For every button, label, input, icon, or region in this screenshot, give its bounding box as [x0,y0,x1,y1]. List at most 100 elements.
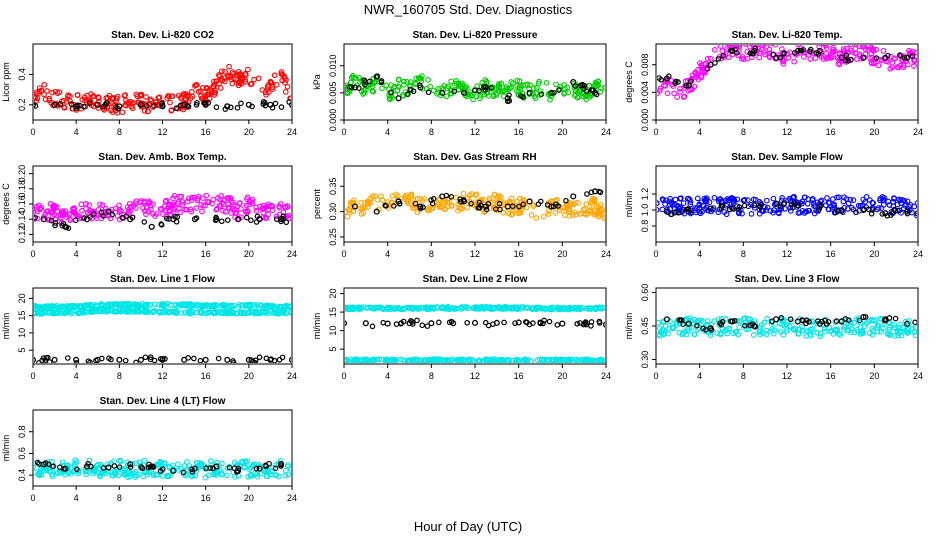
data-point [254,302,261,308]
panel-title: Stan. Dev. Line 1 Flow [110,274,215,285]
data-point [108,460,114,467]
reference-point [68,101,75,107]
reference-point [351,203,358,210]
y-tick-label: 0.30 [640,351,650,369]
reference-point [548,89,555,96]
reference-point [87,359,93,363]
data-point [598,356,605,363]
data-point [109,469,116,476]
data-point [592,79,599,86]
data-point [200,202,207,209]
reference-point [497,206,503,213]
figure-title: NWR_160705 Std. Dev. Diagnostics [364,2,573,17]
data-point [903,329,910,335]
data-point [807,56,814,62]
data-point [741,197,748,203]
data-point [904,198,911,205]
data-point [477,89,484,95]
data-point [527,82,534,89]
data-point [128,301,135,308]
data-point [826,200,832,206]
reference-point [105,208,112,215]
data-point [603,214,605,221]
reference-point [378,78,385,84]
data-point [268,80,275,86]
data-point [669,81,675,88]
data-point [188,197,195,203]
data-point [239,458,246,465]
data-point [222,68,228,75]
data-point [53,204,60,210]
data-point [460,190,467,197]
data-point [664,90,671,97]
data-point [171,192,178,199]
reference-point [807,46,814,53]
reference-point [396,200,403,207]
reference-point [407,318,414,324]
data-point [892,333,898,339]
data-point [566,212,573,219]
data-point [247,465,254,471]
reference-point [550,203,557,210]
reference-point [410,88,417,95]
reference-point [272,100,279,107]
reference-point [362,320,369,327]
data-point [143,301,150,308]
data-point [544,357,551,363]
x-tick-label: 8 [741,371,746,381]
data-point [776,210,782,217]
data-point [401,78,407,85]
y-axis-label: ml/min [1,313,11,340]
data-point [795,330,802,337]
data-point [285,215,291,221]
data-point [220,208,226,214]
data-point [414,209,421,216]
panel-title: Stan. Dev. Line 3 Flow [735,274,840,285]
data-point [247,303,254,309]
x-tick-label: 24 [913,127,923,137]
data-point [205,199,212,206]
y-tick-label: 0.005 [328,82,338,105]
data-point [95,94,102,100]
data-point [467,357,473,363]
data-point [905,61,911,68]
reference-point [280,213,287,220]
data-point [52,310,59,317]
reference-point [540,320,546,327]
data-point [588,357,595,363]
data-point [226,63,232,70]
data-point [216,73,223,80]
data-point [740,56,747,62]
data-point [279,72,286,78]
data-point [553,81,559,88]
data-point [364,305,370,311]
reference-point [833,318,840,324]
data-point [219,460,225,467]
reference-point [119,214,126,221]
data-point [210,196,217,203]
data-point [852,50,859,57]
reference-point [278,463,284,469]
reference-point [373,208,380,215]
data-point [799,323,805,330]
x-tick-label: 24 [287,249,297,259]
data-point [731,197,738,204]
reference-point [475,204,482,211]
data-point [265,310,272,317]
data-point [711,318,718,324]
data-point [133,472,140,479]
data-point [361,204,368,211]
data-point [73,211,79,218]
data-point [215,468,221,475]
reference-point [814,318,821,325]
x-tick-label: 16 [201,493,211,503]
data-point [163,308,169,314]
reference-point [369,323,376,330]
data-point [441,357,447,363]
reference-point [253,219,260,225]
reference-point [904,320,911,327]
reference-point [356,85,362,91]
data-point [197,308,203,315]
x-tick-label: 8 [741,249,746,259]
data-point [345,304,350,311]
